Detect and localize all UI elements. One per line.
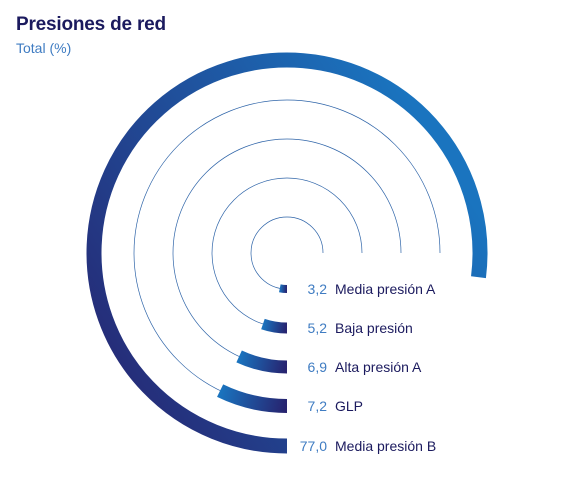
bar-arc-3 [236, 350, 288, 374]
bar-arc-5 [86, 52, 488, 454]
track-ring [133, 99, 441, 407]
track-ring [211, 177, 363, 329]
track-ring [250, 216, 324, 290]
bar-arc-2 [261, 318, 288, 334]
category-label: Media presión B [335, 438, 436, 454]
value-label: 7,2 [308, 398, 328, 414]
category-label: Baja presión [335, 320, 413, 336]
value-label: 6,9 [308, 359, 328, 375]
value-label: 77,0 [300, 438, 327, 454]
category-label: Media presión A [335, 281, 436, 297]
track-ring [172, 138, 402, 368]
value-label: 5,2 [308, 320, 328, 336]
chart-subtitle: Total (%) [16, 40, 72, 56]
chart-title: Presiones de red [16, 14, 166, 35]
value-label: 3,2 [308, 281, 328, 297]
category-label: GLP [335, 398, 363, 414]
category-label: Alta presión A [335, 359, 422, 375]
bar-arc-1 [279, 284, 288, 293]
bar-arc-4 [217, 384, 288, 413]
